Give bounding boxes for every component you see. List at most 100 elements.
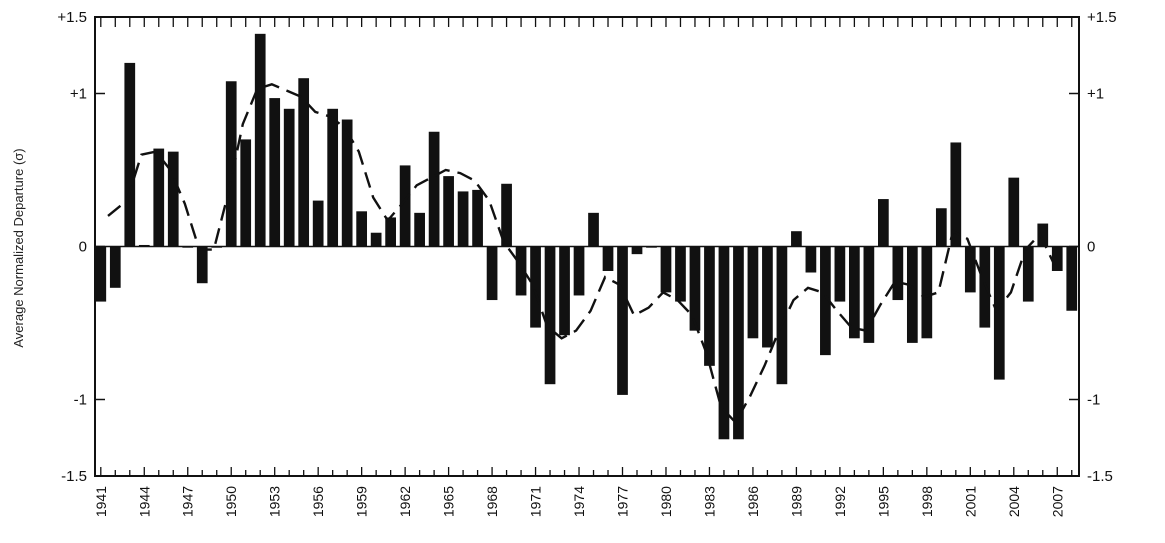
y-axis-title: Average Normalized Departure (σ) — [11, 148, 26, 347]
right-y-tick-label: +1.5 — [1087, 9, 1117, 26]
x-tick-label-1971: 1971 — [528, 486, 544, 517]
bar-1982 — [689, 246, 701, 331]
bar-1999 — [935, 208, 947, 247]
x-tick-label-1977: 1977 — [615, 486, 631, 517]
bar-1955 — [298, 78, 310, 247]
left-y-tick-label: -1 — [74, 392, 87, 409]
bar-1946 — [167, 151, 179, 247]
x-tick-label-2004: 2004 — [1006, 486, 1022, 517]
x-tick-label-1974: 1974 — [571, 486, 587, 517]
bar-1995 — [878, 199, 889, 247]
bar-1965 — [443, 176, 454, 247]
bar-1994 — [863, 246, 875, 343]
x-tick-label-1968: 1968 — [484, 486, 500, 517]
bar-1991 — [820, 246, 831, 356]
trend-line — [107, 83, 1056, 425]
bar-1986 — [747, 246, 759, 339]
left-y-tick-label: +1 — [70, 86, 87, 103]
x-tick-label-1983: 1983 — [702, 486, 718, 517]
bar-1957 — [327, 108, 339, 247]
x-tick-label-1998: 1998 — [919, 486, 935, 517]
bar-2004 — [1008, 177, 1020, 247]
bar-1948 — [196, 246, 208, 284]
right-y-tick-label: 0 — [1087, 239, 1095, 256]
bar-2005 — [1022, 246, 1034, 302]
left-y-tick-label: -1.5 — [61, 468, 87, 485]
bar-2000 — [950, 142, 962, 247]
bar-1990 — [805, 246, 817, 273]
bar-1969 — [501, 183, 512, 247]
bar-1942 — [109, 246, 121, 288]
bar-1988 — [776, 246, 788, 385]
bar-1961 — [385, 217, 396, 247]
x-tick-label-1965: 1965 — [441, 486, 457, 517]
bar-2008 — [1066, 246, 1078, 311]
bar-1941 — [95, 246, 107, 302]
bar-1968 — [486, 246, 498, 301]
bar-1997 — [906, 246, 918, 343]
bar-1992 — [834, 246, 846, 302]
x-tick-label-1950: 1950 — [223, 486, 239, 517]
bar-1950 — [225, 81, 237, 247]
ticks-group — [95, 16, 1079, 477]
x-tick-label-1944: 1944 — [136, 486, 152, 517]
bar-1964 — [428, 131, 440, 247]
x-tick-label-1959: 1959 — [354, 486, 370, 517]
x-tick-label-1953: 1953 — [267, 486, 283, 517]
bar-1993 — [849, 246, 860, 339]
bar-1989 — [791, 231, 802, 247]
x-tick-label-1992: 1992 — [832, 486, 848, 517]
bar-2006 — [1037, 223, 1049, 247]
x-tick-label-1980: 1980 — [658, 486, 674, 517]
x-tick-label-1995: 1995 — [875, 486, 891, 517]
x-tick-label-1989: 1989 — [788, 486, 804, 517]
bar-1945 — [153, 148, 165, 247]
bar-2002 — [979, 246, 991, 328]
bar-1998 — [921, 246, 933, 339]
bar-1958 — [341, 119, 353, 247]
bar-1960 — [370, 232, 382, 247]
bar-1962 — [399, 165, 411, 247]
bar-1954 — [283, 108, 295, 247]
bar-1971 — [530, 246, 541, 328]
bar-1977 — [617, 246, 628, 395]
x-tick-label-2007: 2007 — [1049, 486, 1065, 517]
right-y-tick-label: -1.5 — [1087, 468, 1113, 485]
x-tick-label-1941: 1941 — [93, 486, 109, 517]
right-y-tick-label: +1 — [1087, 86, 1104, 103]
x-tick-label-1947: 1947 — [180, 486, 196, 517]
bar-1976 — [602, 246, 614, 271]
x-tick-label-2001: 2001 — [962, 486, 978, 517]
bar-1956 — [312, 200, 324, 247]
labels-group: +1.5 +1.5 +1 +1 0 0 -1 -1 -1.5 -1.5 1941 1944 1947 19… — [57, 9, 1116, 517]
bar-1972 — [544, 246, 556, 385]
bar-1984 — [718, 246, 730, 440]
bar-2001 — [964, 246, 976, 293]
bar-1970 — [515, 246, 527, 296]
bar-1985 — [733, 246, 744, 440]
bar-1974 — [573, 246, 585, 296]
bar-1978 — [631, 246, 643, 255]
bar-1981 — [675, 246, 686, 302]
bar-1943 — [124, 62, 136, 247]
bar-1983 — [704, 246, 715, 366]
bar-1953 — [269, 98, 281, 247]
bar-1973 — [559, 246, 570, 336]
bar-1980 — [660, 246, 672, 293]
bar-1967 — [472, 189, 483, 247]
bar-1975 — [588, 212, 599, 247]
left-y-tick-label: +1.5 — [57, 9, 87, 26]
bars-group — [95, 33, 1079, 440]
bar-1996 — [892, 246, 904, 301]
bar-1966 — [457, 191, 469, 247]
x-tick-label-1986: 1986 — [745, 486, 761, 517]
bar-1963 — [414, 212, 425, 247]
bar-2007 — [1051, 246, 1063, 271]
left-y-tick-label: 0 — [79, 239, 87, 256]
right-y-tick-label: -1 — [1087, 392, 1100, 409]
bar-1952 — [254, 33, 266, 247]
bar-2003 — [993, 246, 1005, 380]
bar-1959 — [356, 211, 368, 247]
x-tick-label-1962: 1962 — [397, 486, 413, 517]
